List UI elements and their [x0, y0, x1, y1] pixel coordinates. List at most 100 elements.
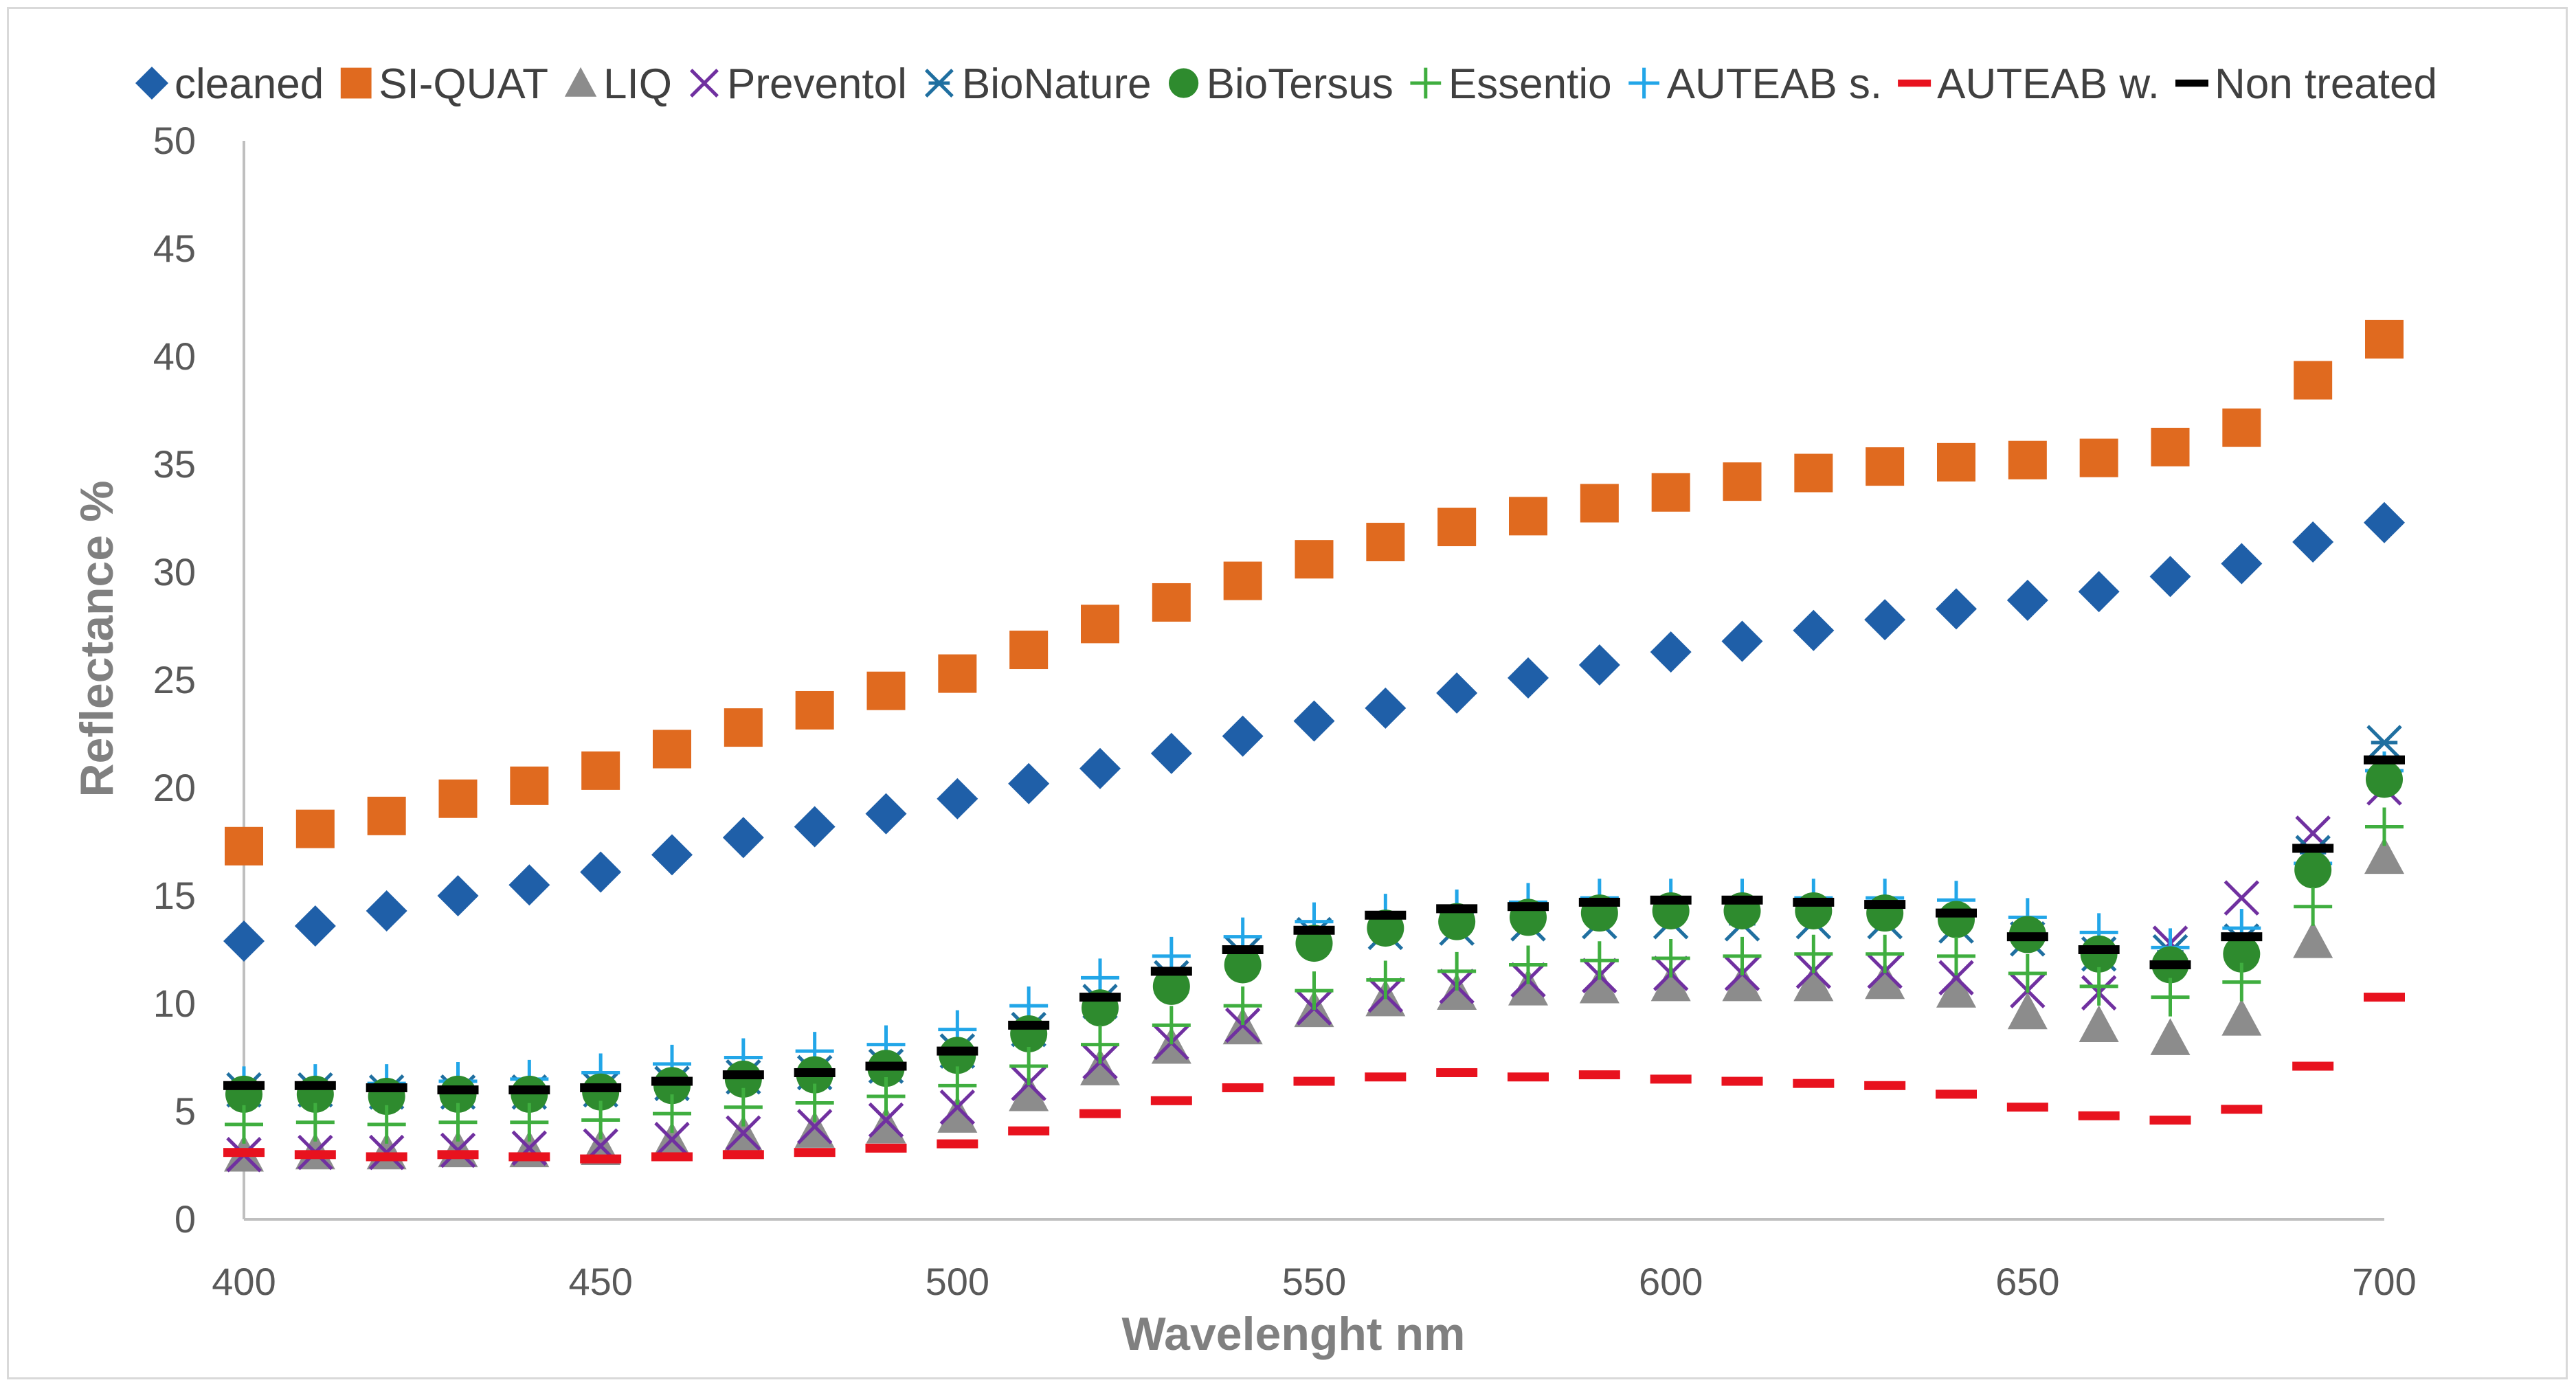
data-point-non-treated: [865, 1061, 907, 1071]
data-point-si-quat: [2151, 427, 2190, 466]
data-point-non-treated: [1293, 925, 1335, 935]
data-point-biotersus: [1224, 946, 1262, 984]
data-point-bionature: [2366, 725, 2402, 760]
data-point-non-treated: [1150, 967, 1192, 976]
data-point-liq: [1009, 1074, 1049, 1111]
data-point-cleaned: [580, 851, 622, 893]
data-point-auteab-w: [508, 1152, 550, 1162]
data-point-cleaned: [651, 834, 693, 876]
data-point-si-quat: [1937, 442, 1975, 482]
data-point-si-quat: [1366, 523, 1405, 562]
axes: [243, 141, 2384, 1221]
data-point-essentio: [795, 1083, 834, 1122]
data-point-si-quat: [866, 671, 906, 710]
legend-marker: [1410, 67, 1442, 99]
data-point-non-treated: [937, 1046, 978, 1056]
data-point-si-quat: [1580, 484, 1619, 523]
series-si-quat: [225, 319, 2404, 866]
data-point-auteab-w: [1222, 1083, 1264, 1092]
data-point-auteab-w: [2006, 1103, 2048, 1112]
legend-item-bionature: BioNature: [924, 60, 1152, 108]
data-point-cleaned: [2364, 501, 2405, 543]
data-point-auteab-w: [722, 1150, 764, 1160]
data-point-cleaned: [294, 905, 336, 947]
data-point-si-quat: [1009, 631, 1049, 670]
data-point-essentio: [2222, 962, 2261, 1002]
data-point-si-quat: [938, 654, 977, 693]
legend-marker: [2175, 79, 2208, 87]
data-point-non-treated: [1864, 900, 1906, 910]
data-point-non-treated: [2292, 844, 2334, 853]
data-point-essentio: [1223, 986, 1262, 1026]
data-point-si-quat: [1437, 508, 1477, 547]
y-axis-title: Reflectance %: [71, 480, 123, 797]
data-point-preventol: [796, 1109, 833, 1144]
data-point-non-treated: [722, 1070, 764, 1080]
data-point-liq: [2364, 837, 2404, 874]
x-tick-label: 400: [212, 1260, 276, 1303]
data-point-si-quat: [295, 809, 335, 848]
data-point-si-quat: [367, 796, 406, 835]
data-point-auteab-w: [2149, 1116, 2191, 1125]
data-point-liq: [2221, 998, 2262, 1036]
data-point-cleaned: [2221, 543, 2263, 585]
data-point-auteab-w: [1936, 1089, 1977, 1099]
data-point-essentio: [2079, 967, 2118, 1006]
data-point-non-treated: [1793, 897, 1835, 907]
legend-marker: [690, 69, 719, 98]
data-point-cleaned: [2149, 556, 2191, 598]
series-biotersus: [225, 760, 2403, 1116]
data-point-essentio: [438, 1103, 478, 1142]
y-tick-label: 0: [175, 1197, 196, 1241]
y-tick-label: 25: [153, 658, 196, 701]
data-point-si-quat: [2079, 438, 2118, 477]
legend: cleaned SI-QUAT LIQ Preventol BioNature BioTe…: [135, 60, 2437, 108]
data-point-cleaned: [223, 920, 265, 962]
data-point-non-treated: [366, 1083, 407, 1092]
data-point-liq: [1936, 971, 1976, 1008]
data-point-non-treated: [2078, 945, 2120, 954]
data-point-essentio: [1437, 951, 1477, 991]
data-point-non-treated: [508, 1085, 550, 1095]
data-point-non-treated: [437, 1085, 479, 1095]
y-tick-label: 20: [153, 766, 196, 809]
data-point-si-quat: [438, 779, 478, 818]
legend-marker: [564, 67, 597, 97]
data-point-auteab-w: [2364, 993, 2405, 1002]
data-point-auteab-w: [1650, 1074, 1692, 1084]
data-point-cleaned: [722, 817, 764, 859]
data-point-si-quat: [1723, 462, 1762, 501]
data-point-essentio: [2008, 954, 2047, 993]
data-point-preventol: [1938, 960, 1974, 996]
data-point-auteab-w: [580, 1154, 622, 1164]
data-point-essentio: [1152, 1006, 1191, 1045]
data-point-auteab-w: [1150, 1096, 1192, 1105]
data-point-auteab-w: [1508, 1072, 1549, 1082]
legend-label: BioNature: [962, 60, 1152, 108]
legend-marker: [1628, 67, 1660, 99]
data-point-si-quat: [1794, 453, 1833, 493]
x-tick-label: 500: [926, 1260, 989, 1303]
data-point-cleaned: [1008, 763, 1050, 804]
data-point-si-quat: [581, 751, 620, 790]
data-point-non-treated: [1436, 904, 1478, 914]
data-point-si-quat: [1223, 561, 1262, 600]
data-point-auteab-w: [2221, 1105, 2263, 1114]
data-point-non-treated: [1578, 897, 1620, 907]
data-point-si-quat: [1152, 583, 1191, 622]
data-point-essentio: [866, 1077, 906, 1116]
data-point-si-quat: [653, 730, 691, 769]
data-point-essentio: [295, 1103, 335, 1142]
x-tick-label: 550: [1282, 1260, 1346, 1303]
data-point-cleaned: [1293, 700, 1335, 742]
data-point-auteab-w: [1008, 1126, 1050, 1136]
data-point-essentio: [1295, 971, 1334, 1010]
data-point-cleaned: [2006, 579, 2048, 621]
data-point-si-quat: [724, 708, 763, 747]
data-point-essentio: [510, 1103, 549, 1142]
data-point-auteab-w: [1578, 1070, 1620, 1080]
data-point-essentio: [1366, 960, 1405, 1000]
data-point-preventol: [726, 1115, 761, 1151]
chart-frame: [7, 7, 2568, 1379]
data-point-essentio: [581, 1100, 620, 1140]
